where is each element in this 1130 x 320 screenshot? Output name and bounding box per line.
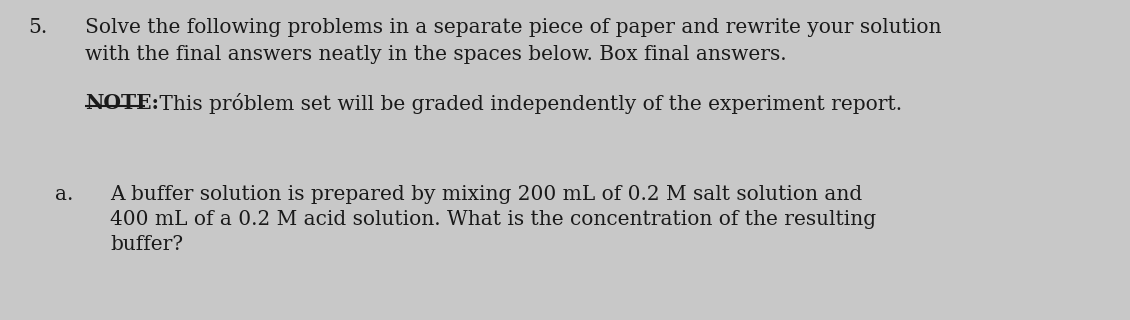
Text: NOTE:: NOTE: bbox=[85, 93, 159, 113]
Text: buffer?: buffer? bbox=[110, 235, 183, 254]
Text: with the final answers neatly in the spaces below. Box final answers.: with the final answers neatly in the spa… bbox=[85, 45, 786, 64]
Text: 5.: 5. bbox=[28, 18, 47, 37]
Text: This próblem set will be graded independently of the experiment report.: This próblem set will be graded independ… bbox=[153, 93, 902, 114]
Text: A buffer solution is prepared by mixing 200 mL of 0.2 M salt solution and: A buffer solution is prepared by mixing … bbox=[110, 185, 862, 204]
Text: a.: a. bbox=[55, 185, 73, 204]
Text: Solve the following problems in a separate piece of paper and rewrite your solut: Solve the following problems in a separa… bbox=[85, 18, 941, 37]
Text: 400 mL of a 0.2 M acid solution. What is the concentration of the resulting: 400 mL of a 0.2 M acid solution. What is… bbox=[110, 210, 876, 229]
